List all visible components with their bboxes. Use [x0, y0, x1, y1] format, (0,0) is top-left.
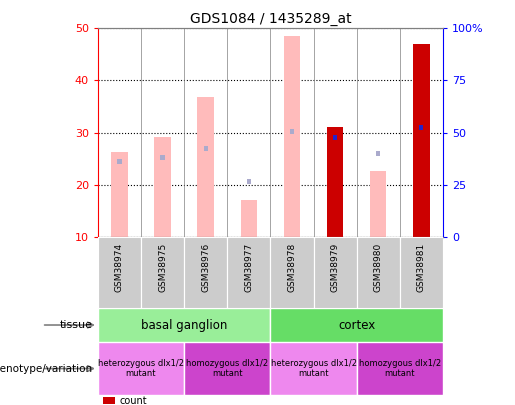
Bar	[184, 342, 270, 395]
Text: GSM38976: GSM38976	[201, 243, 210, 292]
Bar	[117, 159, 122, 164]
Text: homozygous dlx1/2
mutant: homozygous dlx1/2 mutant	[186, 359, 268, 378]
Bar	[184, 237, 227, 308]
Bar	[333, 135, 337, 141]
Bar	[141, 237, 184, 308]
Text: GSM38980: GSM38980	[374, 243, 383, 292]
Text: GSM38974: GSM38974	[115, 243, 124, 292]
Bar	[111, 152, 128, 237]
Bar	[227, 237, 270, 308]
Text: heterozygous dlx1/2
mutant: heterozygous dlx1/2 mutant	[270, 359, 356, 378]
Bar	[400, 237, 443, 308]
Bar	[413, 44, 430, 237]
Bar	[290, 129, 294, 134]
Text: GSM38975: GSM38975	[158, 243, 167, 292]
Bar	[327, 127, 344, 237]
Bar	[98, 237, 141, 308]
Bar	[370, 171, 386, 237]
Bar	[241, 200, 257, 237]
Bar	[270, 308, 443, 342]
Text: genotype/variation: genotype/variation	[0, 364, 93, 373]
Bar	[356, 237, 400, 308]
Bar	[356, 342, 443, 395]
Text: cortex: cortex	[338, 318, 375, 332]
Bar	[314, 237, 356, 308]
Bar	[284, 36, 300, 237]
Bar	[197, 97, 214, 237]
Text: GSM38978: GSM38978	[287, 243, 297, 292]
Text: GSM38977: GSM38977	[244, 243, 253, 292]
Bar	[98, 342, 184, 395]
Bar	[154, 137, 171, 237]
Text: heterozygous dlx1/2
mutant: heterozygous dlx1/2 mutant	[98, 359, 184, 378]
Bar	[160, 155, 165, 160]
Text: count: count	[120, 396, 148, 405]
Text: basal ganglion: basal ganglion	[141, 318, 227, 332]
Text: GSM38981: GSM38981	[417, 243, 426, 292]
Bar	[419, 125, 423, 130]
Bar	[98, 308, 270, 342]
Bar	[270, 342, 356, 395]
Bar	[203, 146, 208, 151]
Bar	[376, 151, 381, 156]
Title: GDS1084 / 1435289_at: GDS1084 / 1435289_at	[190, 12, 351, 26]
Text: GSM38979: GSM38979	[331, 243, 339, 292]
Bar	[247, 179, 251, 184]
Text: tissue: tissue	[60, 320, 93, 330]
Text: homozygous dlx1/2
mutant: homozygous dlx1/2 mutant	[359, 359, 441, 378]
Bar	[270, 237, 314, 308]
